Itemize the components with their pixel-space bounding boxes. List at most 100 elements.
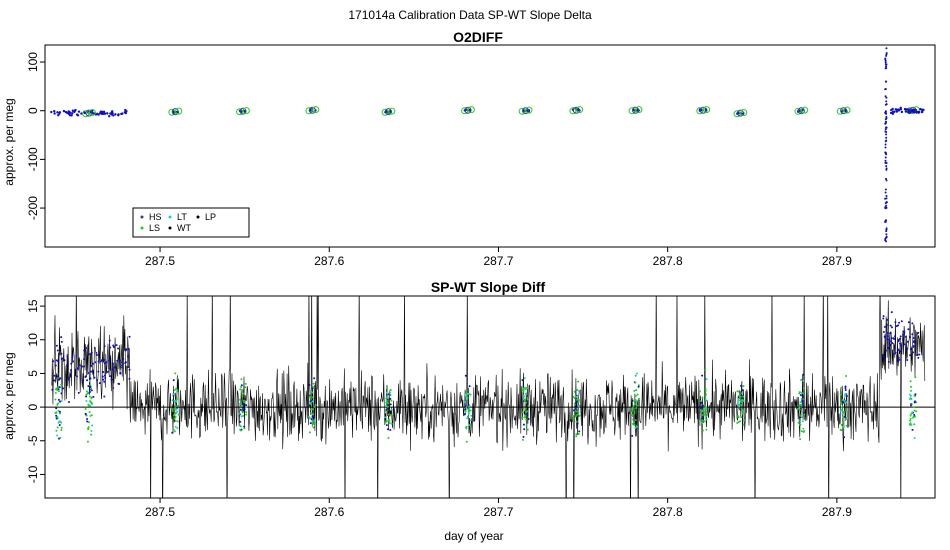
slope-diff-cal-point [238, 412, 241, 415]
slope-diff-blue-point [898, 337, 901, 340]
slope-diff-blue-point [109, 346, 112, 349]
slope-diff-cal-point [633, 389, 636, 392]
o2diff-spike-point [884, 140, 887, 143]
slope-diff-cal-point [844, 393, 847, 396]
slope-diff-cal-point [312, 426, 315, 429]
slope-diff-cal-point [800, 404, 803, 407]
slope-diff-blue-point [117, 382, 120, 385]
slope-diff-blue-point [122, 358, 125, 361]
slope-diff-cal-point [842, 416, 845, 419]
slope-diff-blue-point [103, 345, 106, 348]
o2diff-point-cal [569, 107, 577, 115]
o2diff-point-cal [168, 108, 176, 116]
slope-diff-cal-point [174, 372, 177, 375]
slope-diff-cal-point [174, 425, 177, 428]
slope-diff-cal-point [912, 406, 915, 409]
slope-diff-cal-point [174, 412, 177, 415]
slope-diff-cal-point [54, 392, 57, 395]
slope-diff-blue-point [908, 335, 911, 338]
slope-diff-cal-point [701, 417, 704, 420]
chart1-x-tick-label: 287.7 [483, 254, 513, 268]
slope-diff-cal-point [736, 390, 739, 393]
o2diff-spike-point [885, 162, 888, 165]
o2diff-point-wt [920, 110, 924, 114]
slope-diff-cal-point [635, 389, 638, 392]
chart2-y-tick-label: -5 [26, 435, 40, 446]
o2diff-point-wt [907, 108, 910, 111]
slope-diff-cal-point [633, 421, 636, 424]
slope-diff-cal-point [463, 394, 466, 397]
slope-diff-cal-point [88, 380, 91, 383]
slope-diff-cal-point [385, 391, 388, 394]
slope-diff-blue-point [912, 340, 915, 343]
slope-diff-cal-point [575, 433, 578, 436]
slope-diff-blue-point [118, 359, 121, 362]
slope-diff-blue-point [909, 348, 912, 351]
slope-diff-cal-point [90, 401, 93, 404]
slope-diff-cal-point [312, 382, 315, 385]
slope-diff-cal-point [911, 428, 914, 431]
o2diff-spike-point [885, 126, 888, 129]
slope-diff-cal-point [704, 368, 707, 371]
slope-diff-cal-point [55, 429, 58, 432]
slope-diff-blue-point [52, 360, 55, 363]
slope-diff-cal-point [575, 420, 578, 423]
o2diff-spike-point [885, 96, 888, 99]
legend-box [132, 207, 250, 238]
o2diff-point-wt [58, 111, 62, 114]
o2diff-spike-point [884, 220, 887, 223]
o2diff-point-wt [903, 107, 907, 111]
slope-diff-blue-point [889, 340, 892, 343]
slope-diff-blue-point [100, 360, 103, 363]
slope-diff-blue-point [85, 395, 88, 398]
o2diff-point-wt [915, 111, 918, 114]
slope-diff-blue-point [76, 367, 79, 370]
o2diff-spike-point [884, 122, 887, 125]
slope-diff-cal-point [86, 440, 89, 443]
slope-diff-cal-point [242, 392, 245, 395]
slope-diff-cal-point [573, 397, 576, 400]
slope-diff-cal-point [90, 387, 93, 390]
slope-diff-blue-point [55, 344, 58, 347]
chart2-title: SP-WT Slope Diff [431, 279, 546, 295]
slope-diff-blue-point [82, 378, 85, 381]
slope-diff-cal-point [464, 404, 467, 407]
slope-diff-blue-point [90, 364, 93, 367]
slope-diff-cal-point [635, 406, 638, 409]
slope-diff-cal-point [844, 387, 847, 390]
slope-diff-cal-point [633, 403, 636, 406]
slope-diff-cal-point [314, 404, 317, 407]
slope-diff-blue-point [912, 337, 915, 340]
slope-diff-cal-point [914, 376, 917, 379]
slope-diff-blue-point [907, 321, 910, 324]
slope-diff-cal-point [910, 404, 913, 407]
slope-diff-blue-point [93, 376, 96, 379]
chart2-x-tick-label: 287.6 [314, 505, 344, 519]
slope-diff-cal-point [525, 424, 528, 427]
slope-diff-cal-point [914, 415, 917, 418]
o2diff-point-cal [522, 107, 530, 115]
o2diff-point-wt [53, 110, 56, 113]
o2diff-point-cal [384, 108, 392, 116]
slope-diff-cal-point [634, 427, 637, 430]
slope-diff-blue-point [76, 375, 79, 378]
slope-diff-cal-point [242, 399, 245, 402]
slope-diff-cal-point [389, 428, 392, 431]
o2diff-spike-point [885, 117, 888, 120]
slope-diff-cal-point [468, 405, 471, 408]
slope-diff-cal-point [740, 403, 743, 406]
slope-diff-blue-point [900, 320, 903, 323]
slope-diff-cal-point [704, 415, 707, 418]
legend-label-wt: WT [177, 223, 191, 233]
slope-diff-cal-point [705, 378, 708, 381]
o2diff-point-cal [518, 107, 526, 115]
slope-diff-cal-point [526, 428, 529, 431]
o2diff-spike-point [884, 61, 887, 64]
slope-diff-cal-point [464, 410, 467, 413]
slope-diff-cal-point [911, 411, 914, 414]
slope-diff-cal-point [801, 416, 804, 419]
o2diff-point-cal [308, 106, 316, 114]
o2diff-spike-point [884, 143, 887, 146]
slope-diff-cal-point [521, 416, 524, 419]
slope-diff-blue-point [911, 333, 914, 336]
